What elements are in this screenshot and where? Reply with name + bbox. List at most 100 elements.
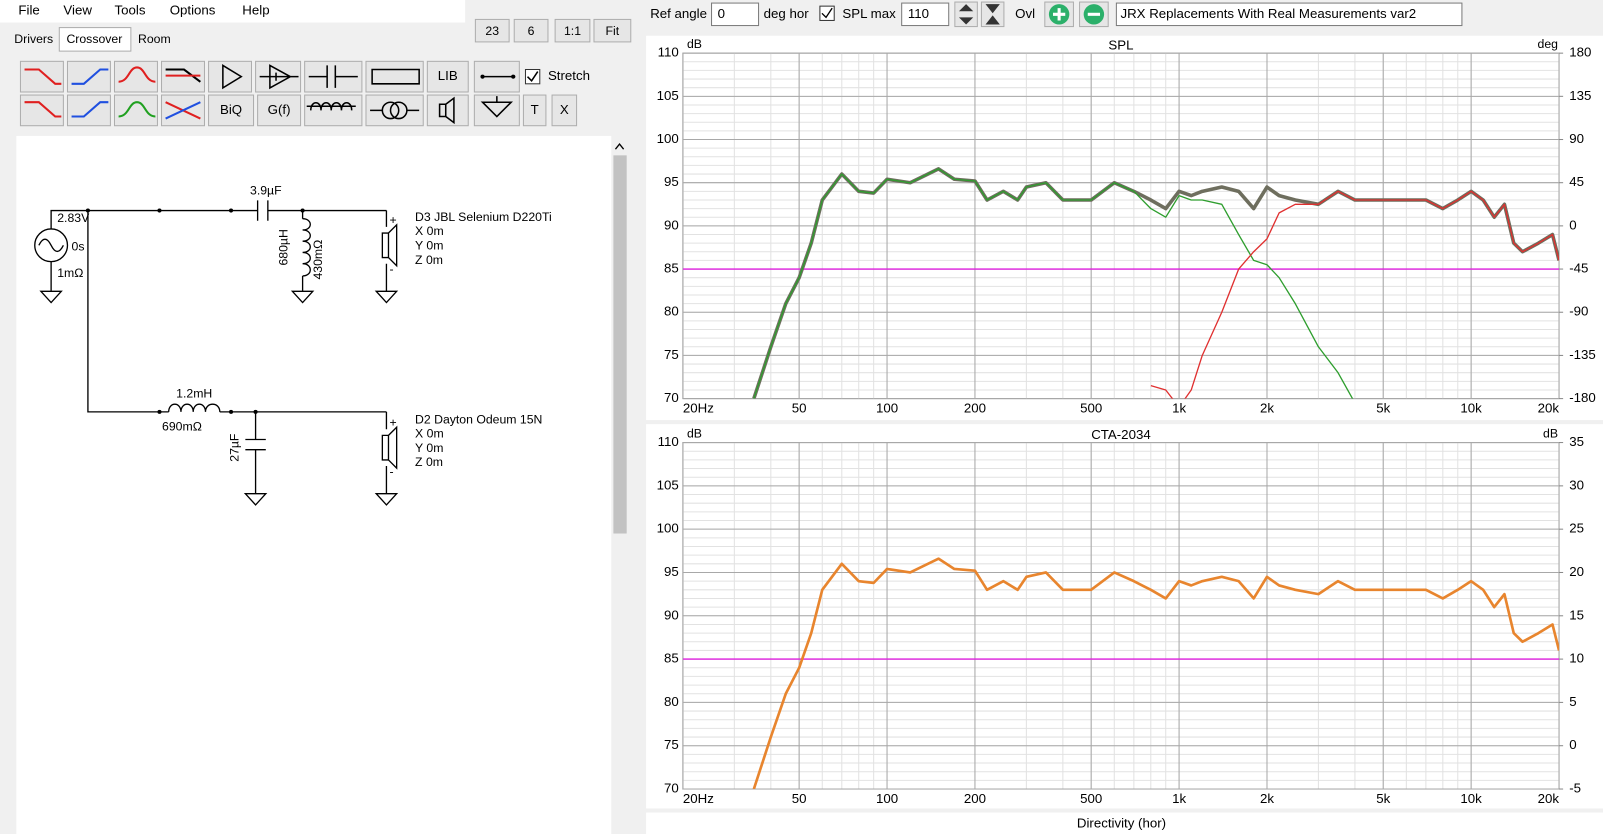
spin-icon [958, 4, 974, 25]
circuit-label: 3.9µF [250, 183, 282, 197]
zoom-button-label: 23 [485, 24, 499, 38]
x-tick-label: 50 [792, 400, 807, 415]
y-unit: dB [687, 37, 702, 51]
menu-item[interactable]: Tools [115, 3, 146, 18]
zoom-button[interactable] [593, 18, 632, 43]
y2-tick-label: -135 [1569, 347, 1596, 362]
x-tick-label: 5k [1376, 400, 1390, 415]
tool-button[interactable] [208, 94, 255, 127]
y2-tick-label: 90 [1569, 131, 1584, 146]
y2-tick-label: 5 [1569, 694, 1576, 709]
tool-icon [480, 96, 514, 118]
tool-icon [118, 66, 156, 83]
top-bar-text: Ref angle [650, 6, 707, 21]
scrollbar-thumb[interactable] [613, 155, 627, 534]
tab[interactable]: Crossover [66, 32, 122, 46]
y2-tick-label: 135 [1569, 88, 1591, 103]
y2-tick-label: 30 [1569, 477, 1584, 492]
tool-icon [165, 68, 201, 83]
tool-button[interactable] [66, 60, 111, 93]
y-tick-label: 85 [664, 651, 679, 666]
tool-icon [24, 101, 62, 118]
circuit-label: 27µF [227, 434, 241, 462]
y-tick-label: 90 [664, 217, 679, 232]
y2-tick-label: -180 [1569, 390, 1596, 405]
menu-item[interactable]: View [63, 3, 92, 18]
ref-angle-input[interactable] [711, 2, 760, 27]
x-tick-label: 1k [1172, 791, 1186, 806]
tool-icon [24, 68, 62, 85]
x-tick-label: 1k [1172, 400, 1186, 415]
zoom-button-label: 1:1 [564, 24, 581, 38]
tool-icon [389, 101, 408, 120]
tool-button[interactable] [113, 94, 158, 127]
x-tick-label: 20k [1538, 791, 1560, 806]
y-unit: dB [687, 427, 702, 441]
spl-max-input[interactable] [901, 2, 950, 27]
circuit-label: X 0m [415, 427, 444, 441]
y2-tick-label: 180 [1569, 45, 1591, 60]
spin-button[interactable] [954, 1, 978, 28]
top-bar-text: deg hor [764, 6, 810, 21]
tool-button[interactable] [426, 94, 469, 127]
x-tick-label: 10k [1460, 791, 1482, 806]
tool-button-label: BiQ [220, 102, 242, 117]
circuit-canvas [16, 135, 612, 834]
tool-button[interactable] [66, 94, 111, 127]
scroll-arrow[interactable] [614, 143, 625, 150]
menu-item[interactable]: Options [170, 3, 216, 18]
tool-button[interactable] [257, 94, 302, 127]
tab-active[interactable] [58, 27, 132, 52]
y2-tick-label: -90 [1569, 304, 1588, 319]
tool-button-label: X [560, 102, 569, 117]
x-tick-label: 5k [1376, 791, 1390, 806]
tool-icon [480, 74, 485, 79]
directivity-title: Directivity (hor) [1077, 815, 1166, 830]
tool-button[interactable] [365, 60, 424, 93]
top-bar-text: JRX Replacements With Real Measurements … [1120, 6, 1416, 21]
project-name-input[interactable] [1115, 2, 1463, 27]
fit-icon [985, 4, 1000, 25]
x-tick-label: 20Hz [683, 791, 714, 806]
y-tick-label: 85 [664, 261, 679, 276]
zoom-button[interactable] [513, 18, 549, 43]
y-tick-label: 105 [657, 477, 679, 492]
circuit-label: 0s [72, 240, 85, 254]
tool-icon [259, 64, 299, 90]
chart: 20Hz 50 100 200 500 1k 2k 5k 10k 20k 70 75 80 85 90 95 1… [657, 37, 1596, 415]
tool-icon [71, 101, 109, 118]
x-tick-label: 200 [964, 791, 986, 806]
y-tick-label: 100 [657, 131, 679, 146]
y2-tick-label: 25 [1569, 521, 1584, 536]
y2-tick-label: 0 [1569, 217, 1576, 232]
tool-button-label: T [531, 102, 539, 117]
tab[interactable]: Drivers [14, 32, 53, 46]
menu-bar [0, 0, 466, 23]
zoom-button[interactable] [474, 18, 510, 43]
tool-button[interactable] [19, 94, 64, 127]
tool-button[interactable] [208, 60, 253, 93]
tool-button[interactable] [426, 60, 469, 93]
circuit-label: - [390, 262, 394, 276]
tool-button[interactable] [551, 94, 578, 127]
menu-item[interactable]: Help [242, 3, 269, 18]
wires [50, 209, 388, 494]
zoom-button-label: Fit [606, 24, 620, 38]
inductor [168, 403, 221, 412]
tool-icon [308, 65, 358, 88]
speakers [381, 223, 398, 470]
zoom-button[interactable] [554, 18, 591, 43]
tool-button[interactable] [304, 94, 363, 127]
tool-button[interactable] [113, 60, 158, 93]
tool-button[interactable] [522, 94, 547, 127]
tab[interactable]: Room [138, 32, 171, 46]
menu-item[interactable]: File [18, 3, 39, 18]
inductor [302, 218, 311, 277]
circuit-label: 1mΩ [57, 266, 83, 280]
circuit-label: Y 0m [415, 441, 443, 455]
capacitors [245, 200, 269, 451]
tool-button[interactable] [19, 60, 64, 93]
fit-button[interactable] [980, 1, 1005, 28]
tool-button[interactable] [161, 94, 205, 127]
